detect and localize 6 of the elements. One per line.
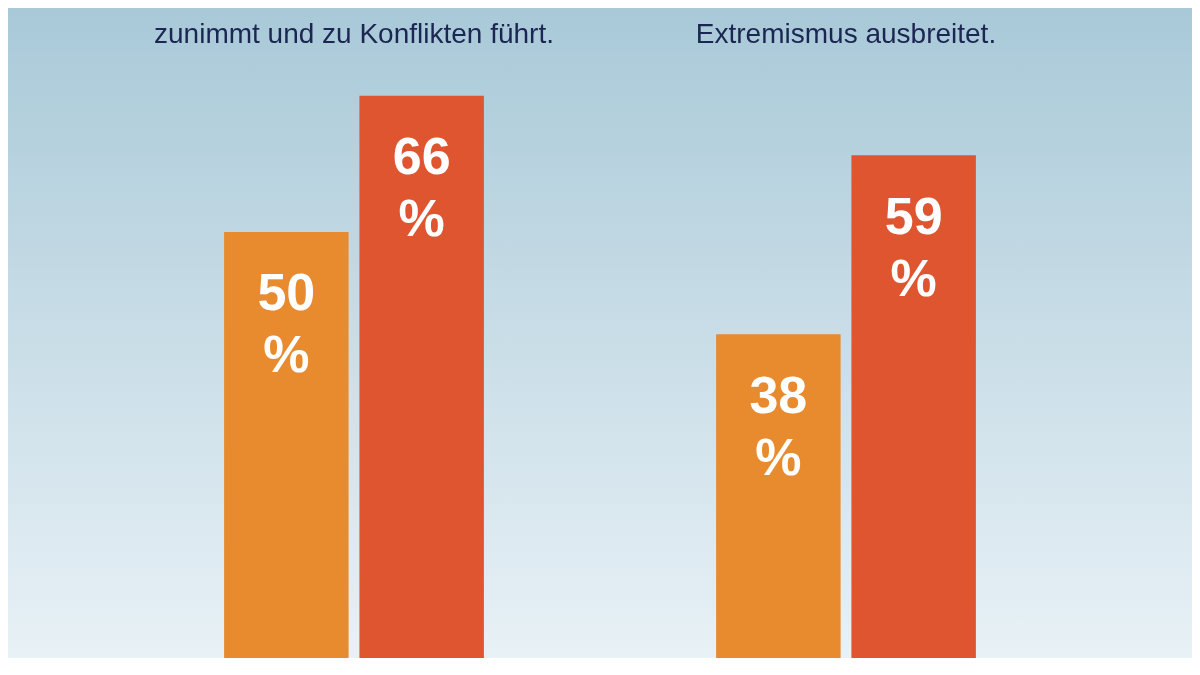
data-label: 59 %: [884, 186, 943, 307]
data-label: 66 %: [392, 127, 451, 248]
data-label: 38 %: [749, 365, 808, 486]
x-tick-label: zunimmt und zu Konflikten führt.: [154, 17, 554, 49]
x-tick-label: Extremismus ausbreitet.: [695, 17, 997, 49]
data-label: 50 %: [257, 263, 316, 384]
